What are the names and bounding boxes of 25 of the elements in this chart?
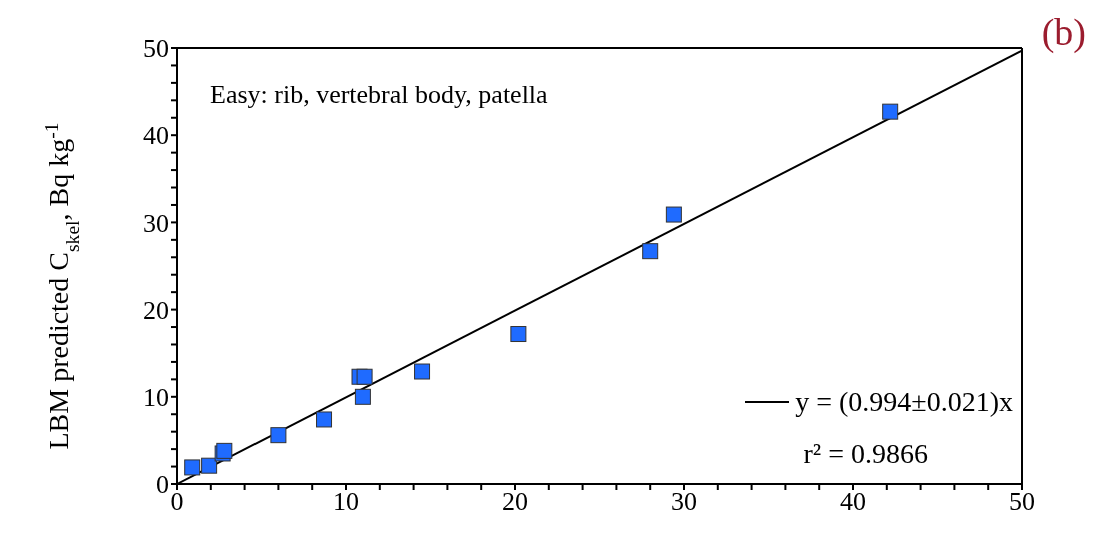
x-tick-label: 40 [840,487,866,517]
point [201,457,218,474]
point [316,411,333,428]
x-tick-label: 20 [502,487,528,517]
legend-label: y = (0.994±0.021)x [795,386,1013,418]
x-tick-label: 30 [671,487,697,517]
point [882,103,899,120]
y-tick-label: 10 [143,383,169,413]
x-tick-label: 10 [333,487,359,517]
point [665,206,682,223]
y-tick-label: 20 [143,295,169,325]
point [414,363,431,380]
point [642,243,659,260]
point [510,326,527,343]
x-tick-label: 50 [1009,487,1035,517]
point [356,368,373,385]
text: (b) [1041,10,1086,54]
y-tick-label: 30 [143,208,169,238]
y-tick-label: 50 [143,34,169,64]
annotation: r² = 0.9866 [803,438,928,470]
point [184,459,201,476]
point [270,427,287,444]
y-tick-label: 40 [143,121,169,151]
annotation: Easy: rib, vertebral body, patella [210,80,548,110]
point [354,388,371,405]
